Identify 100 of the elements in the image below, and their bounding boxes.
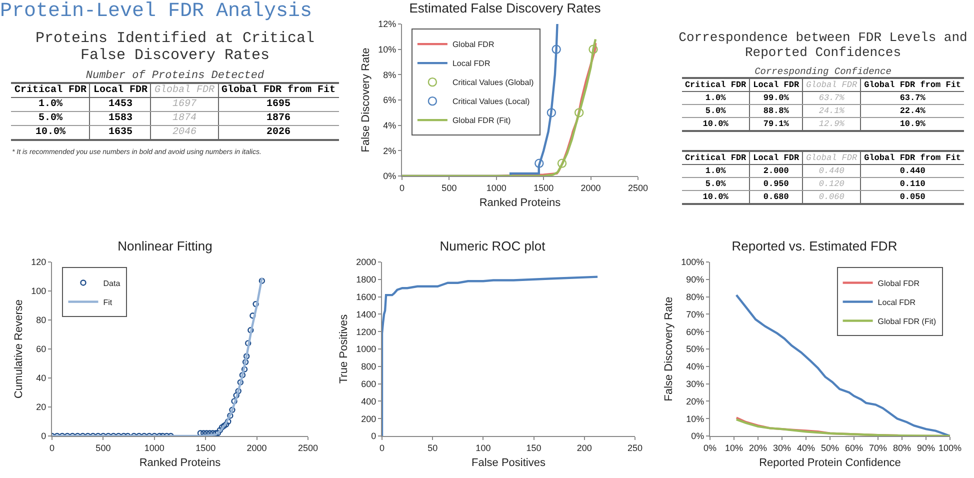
point: [557, 158, 567, 168]
point: [231, 398, 238, 404]
y-tick-label: 600: [361, 378, 376, 389]
x-tick-label: 2500: [298, 442, 318, 453]
text: 10.9%: [900, 119, 926, 129]
point: [546, 108, 556, 118]
text: 88.8%: [763, 106, 789, 116]
legend-label: Global FDR: [878, 278, 920, 288]
y-axis-title: False Discovery Rate: [360, 48, 372, 152]
point: [218, 424, 226, 430]
legend-label: Global FDR (Fit): [452, 116, 512, 126]
category-label: Global FDR from Fit: [860, 151, 964, 164]
x-tick-label: 30%: [772, 442, 792, 453]
text: 10.0%: [702, 192, 728, 202]
y-tick-label: 60%: [686, 326, 704, 337]
x-tick-label: 0: [49, 442, 55, 453]
y-tick-label: 120: [31, 257, 46, 268]
text: Correspondence between FDR Levels and Reported Confidences: [678, 30, 968, 60]
x-tick-label: 80%: [892, 442, 912, 453]
y-tick-label: 1800: [356, 274, 376, 285]
y-tick-label: 40: [36, 373, 46, 384]
y-tick-label: 0: [41, 431, 46, 442]
text: 0.680: [763, 192, 789, 202]
text: 79.1%: [763, 119, 789, 129]
point: [245, 340, 252, 346]
y-tick-label: 80: [36, 315, 46, 326]
text: 1.0%: [705, 166, 726, 176]
y-tick-label: 12%: [378, 19, 396, 30]
y-tick-label: 100: [31, 286, 46, 296]
point: [243, 353, 250, 360]
y-tick-label: 0%: [691, 431, 704, 442]
y-tick-label: 1000: [356, 344, 376, 354]
x-tick-label: 100%: [938, 442, 962, 453]
x-tick-label: 0%: [703, 442, 717, 453]
category-label: Global FDR: [150, 83, 218, 98]
y-tick-label: 70%: [686, 309, 704, 320]
point: [250, 312, 256, 319]
point: [241, 366, 248, 372]
y-tick-label: 1600: [356, 292, 376, 302]
y-tick-label: 30%: [686, 378, 704, 389]
x-tick-label: 500: [96, 442, 111, 453]
y-tick-label: 0%: [383, 171, 396, 182]
legend-label: Global FDR (Fit): [878, 316, 936, 326]
x-axis-title: Ranked Proteins: [479, 197, 562, 209]
x-tick-label: 2000: [246, 442, 267, 453]
y-tick-label: 6%: [383, 95, 396, 106]
text: 2046: [172, 127, 196, 138]
y-tick-label: 20%: [686, 396, 704, 406]
text: Number of Proteins Detected: [84, 70, 266, 82]
point: [220, 422, 228, 429]
point: [227, 412, 234, 419]
text: 1.0%: [705, 93, 726, 103]
text: 63.7%: [900, 93, 926, 103]
text: 1874: [172, 113, 196, 124]
point: [200, 430, 207, 436]
category-label: Critical FDR: [11, 83, 90, 98]
point: [242, 358, 249, 366]
point: [239, 372, 246, 378]
y-tick-label: 50%: [686, 344, 704, 354]
y-tick-label: 60: [36, 344, 46, 354]
text: 0.060: [818, 192, 844, 202]
text: 0.440: [900, 166, 926, 176]
y-tick-label: 90%: [686, 274, 704, 285]
x-tick-label: 2500: [628, 182, 648, 193]
chart-title: Numeric ROC plot: [440, 238, 546, 254]
x-axis-title: Ranked Proteins: [139, 457, 222, 469]
x-tick-label: 100: [476, 442, 491, 453]
y-tick-label: 100%: [681, 257, 704, 268]
y-tick-label: 80%: [686, 292, 704, 302]
y-tick-label: 1400: [356, 309, 376, 320]
point: [229, 406, 236, 413]
text: 1.0%: [38, 99, 62, 110]
text: 5.0%: [38, 113, 62, 124]
category-label: Global FDR from Fit: [860, 78, 964, 92]
y-tick-label: 0: [371, 431, 376, 442]
point: [233, 392, 240, 398]
text: 0.440: [818, 166, 844, 176]
x-tick-label: 0: [399, 182, 405, 193]
legend-label: Critical Values (Local): [452, 97, 530, 106]
point: [588, 44, 598, 54]
text: 0.120: [818, 179, 844, 189]
y-tick-label: 10%: [686, 414, 704, 424]
x-tick-label: 10%: [724, 442, 744, 453]
text: 5.0%: [705, 106, 726, 116]
y-axis-title: True Positives: [338, 314, 350, 384]
x-tick-label: 60%: [844, 442, 864, 453]
category-label: Local FDR: [750, 78, 803, 92]
text: Corresponding Confidence: [754, 66, 892, 77]
x-tick-label: 50: [428, 442, 438, 453]
text: 22.4%: [900, 106, 926, 116]
chart-title: Reported vs. Estimated FDR: [732, 238, 898, 254]
text: 99.0%: [763, 93, 789, 103]
x-tick-label: 1500: [196, 442, 216, 453]
text: 0.950: [763, 179, 789, 189]
text: 12.9%: [818, 119, 844, 129]
text: 63.7%: [818, 93, 844, 103]
text: 0.110: [900, 179, 926, 189]
text: 1695: [266, 99, 291, 110]
x-tick-label: 70%: [868, 442, 888, 453]
legend-label: Global FDR: [452, 40, 494, 50]
